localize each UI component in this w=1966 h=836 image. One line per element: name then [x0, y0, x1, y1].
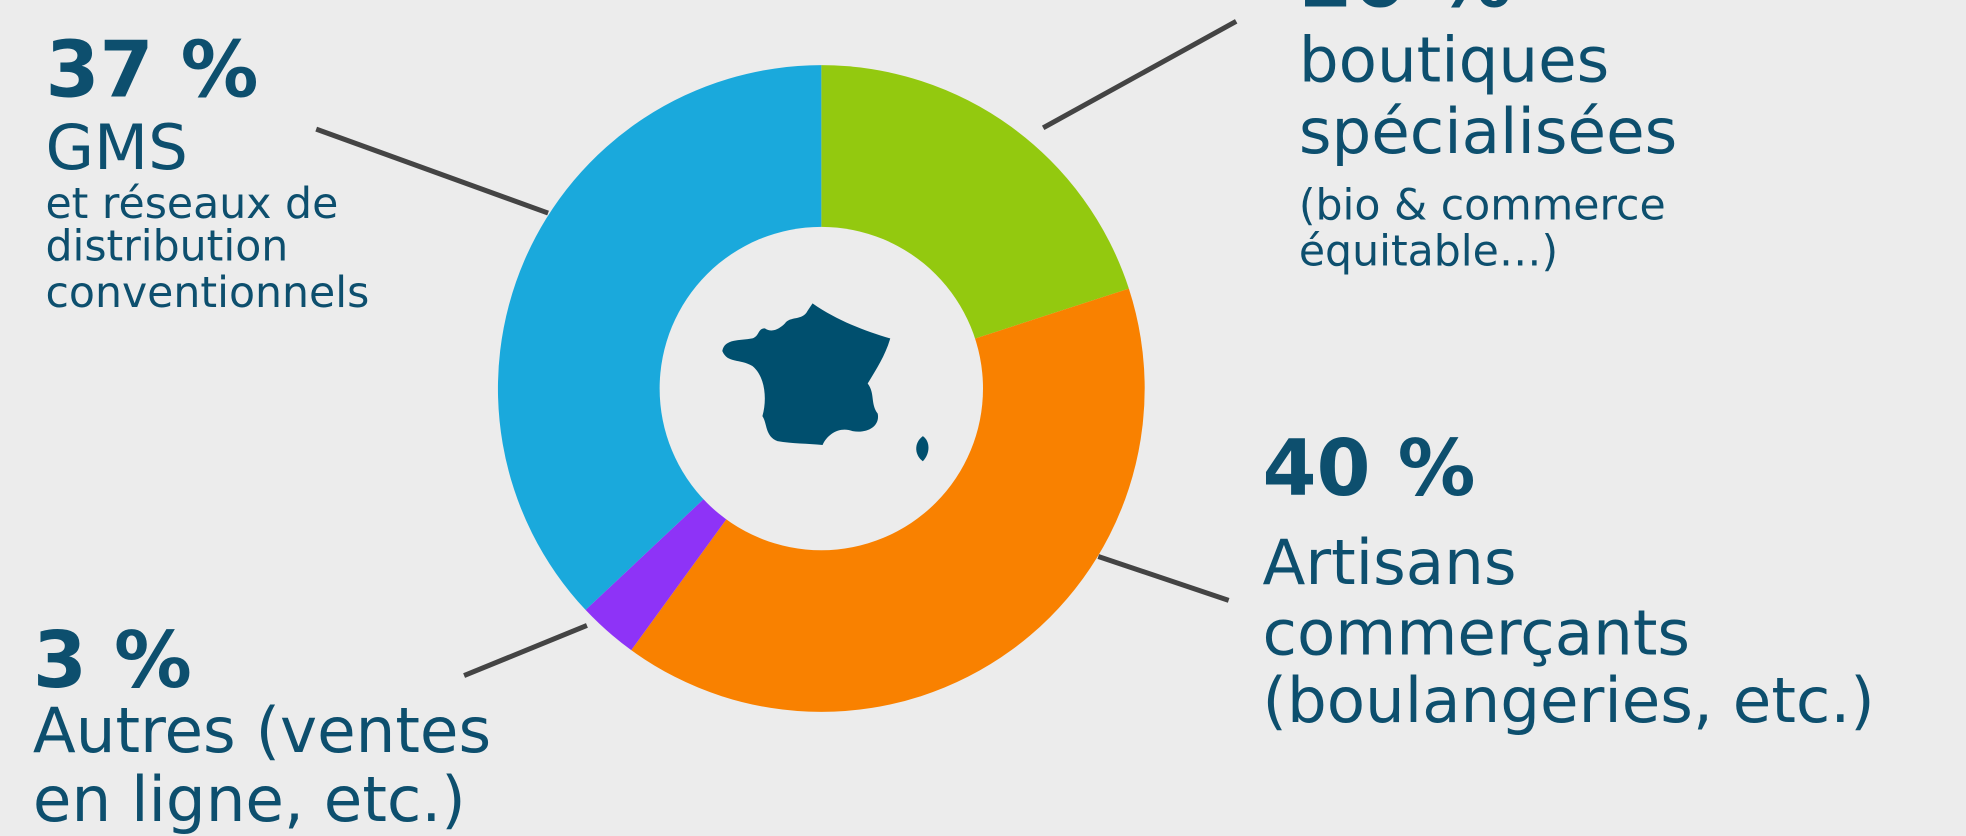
leader-line: [1041, 19, 1238, 131]
leader-line: [315, 126, 549, 216]
category-label: Artisans: [1263, 526, 1517, 599]
category-label: (boulangeries, etc.): [1263, 664, 1875, 737]
value-label: 40 %: [1263, 424, 1476, 514]
category-label: Autres (ventes: [33, 694, 491, 767]
value-label: 20 %: [1299, 0, 1512, 25]
category-label: spécialisées: [1299, 95, 1677, 168]
france-map: [722, 303, 929, 462]
leader-line: [463, 623, 588, 678]
value-label: 37 %: [45, 26, 258, 116]
category-note: (bio & commerce: [1299, 180, 1666, 230]
category-label: boutiques: [1299, 23, 1609, 96]
value-label: 3 %: [33, 616, 192, 706]
leader-line: [1097, 554, 1230, 603]
category-label: en ligne, etc.): [33, 763, 466, 836]
category-label: GMS: [45, 111, 187, 184]
donut-slice: [497, 65, 822, 610]
category-note: conventionnels: [45, 268, 369, 318]
category-note: distribution: [45, 222, 288, 272]
category-note: et réseaux de: [45, 179, 338, 229]
category-label: commerçants: [1263, 596, 1691, 669]
category-note: équitable…): [1299, 227, 1558, 277]
